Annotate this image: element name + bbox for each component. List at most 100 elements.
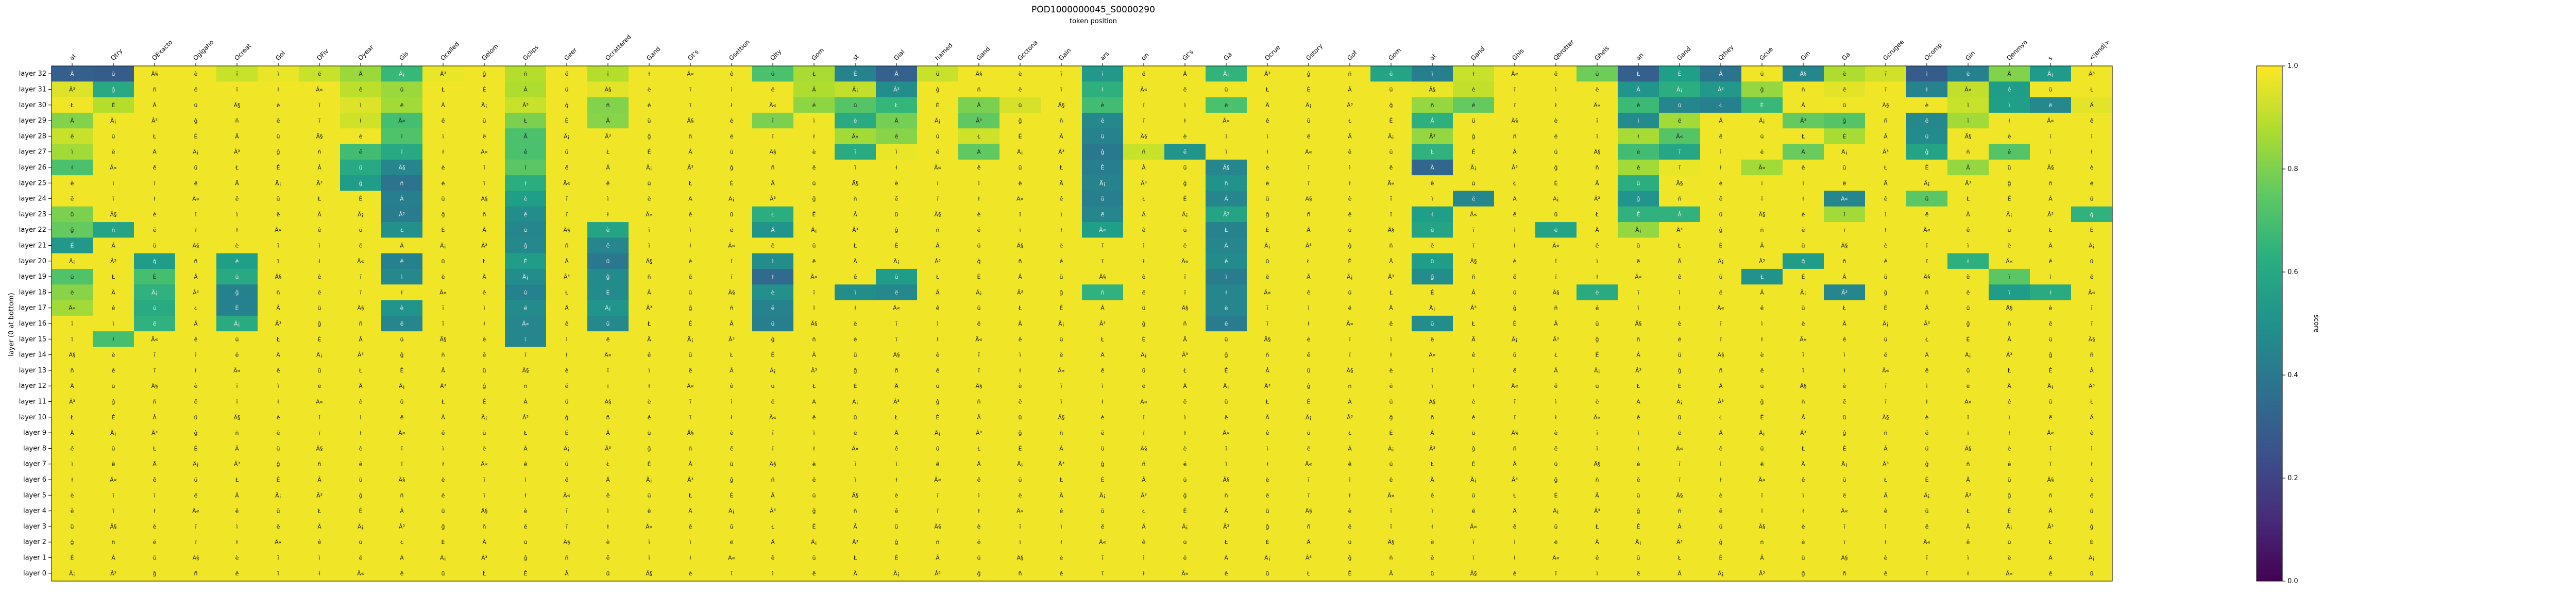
heatmap-cell-label: ū [524,289,528,296]
heatmap-cell-label: Ä« [852,445,859,452]
heatmap-cell [629,81,670,98]
heatmap-cell-label: ñ [1389,555,1393,562]
heatmap-cell [1494,175,1536,192]
heatmap-cell-label: ĕ [1967,289,1970,296]
heatmap-cell-label: ë [1760,149,1764,156]
heatmap-cell-label: Â [1183,336,1187,343]
heatmap-cell-label: ĕ [442,180,445,186]
heatmap-cell [958,175,1000,192]
heatmap-cell-label: ê [730,383,734,389]
heatmap-cell-label: Ä¡ [275,180,281,186]
heatmap-cell [1123,81,1165,98]
heatmap-cell-label: ê [1019,336,1022,343]
heatmap-cell-label: Ä [441,102,445,109]
heatmap-cell-label: Ä§ [646,570,652,577]
heatmap-cell-label: ì [318,555,320,562]
heatmap-cell-label: è [689,570,692,577]
heatmap-cell-label: Ł [2090,86,2094,93]
heatmap-cell-label: ï [1596,133,1598,140]
heatmap-cell [1329,66,1371,82]
heatmap-cell-label: ĕ [1843,399,1846,405]
x-tick-label: Geer [563,46,578,62]
heatmap-cell-label: è [1101,102,1105,109]
heatmap-cell-label: Ä [1677,570,1682,577]
heatmap-cell-label: Ä§ [1140,445,1147,452]
heatmap-cell [216,222,258,238]
heatmap-cell-label: ì [1389,336,1392,343]
heatmap-cell [1741,128,1783,145]
heatmap-cell-label: è [1678,320,1682,327]
heatmap-cell-label: Ė [1307,86,1311,93]
heatmap-cell-label: ĕ [1554,133,1558,140]
heatmap-cell-label: ñ [854,196,857,202]
heatmap-cell-label: ü [1101,133,1105,140]
heatmap-cell-label: Ä§ [1058,414,1064,421]
heatmap-cell-label: ì [400,274,402,280]
heatmap-cell-label: Ä [2048,242,2053,249]
heatmap-cell-label: ü [1719,211,1723,218]
heatmap-cell [1535,191,1577,207]
heatmap-cell [422,81,464,98]
heatmap-cell-label: Ä« [1676,445,1683,452]
heatmap-cell-label: ĝ [1554,164,1558,171]
heatmap-cell [1659,97,1701,113]
heatmap-cell [752,144,794,160]
heatmap-cell-label: ĝ [1719,539,1723,546]
heatmap-cell [1412,97,1453,113]
heatmap-cell-label: Ä§ [728,289,735,296]
heatmap-cell-label: Ä¡ [1141,352,1147,359]
heatmap-cell-label: ñ [1967,461,1970,468]
heatmap-cell-label: Ä§ [316,133,323,140]
heatmap-cell-label: Â [1760,555,1764,562]
heatmap-cell-label: ü [1843,414,1846,421]
heatmap-cell-label: ü [442,508,445,515]
heatmap-cell-label: ì [2049,274,2051,280]
heatmap-cell-label: ĝ [2049,352,2053,359]
heatmap-cell-label: ì [1101,71,1103,77]
heatmap-cell [2071,175,2113,192]
heatmap-cell [1041,128,1082,145]
heatmap-cell-label: ë [936,149,940,156]
heatmap-cell-label: ì [1760,320,1762,327]
heatmap-cell-label: ü [194,102,198,109]
heatmap-cell-label: è [1513,258,1517,265]
heatmap-cell [670,81,711,98]
heatmap-cell-label: è [277,414,280,421]
heatmap-cell-label: Ä§ [1841,242,1848,249]
heatmap-cell-label: Ä§ [1470,570,1477,577]
heatmap-cell [1123,175,1165,192]
heatmap-cell-label: Ł [606,461,610,468]
heatmap-cell [670,112,711,129]
heatmap-cell-label: Ä§ [69,352,75,359]
heatmap-cell-label: ê [1183,399,1187,405]
heatmap-cell-label: ū [483,430,486,436]
heatmap-cell-label: ĝ [1554,477,1558,483]
heatmap-cell [1247,175,1289,192]
heatmap-cell [711,112,753,129]
heatmap-cell [1906,112,1948,129]
heatmap-cell-label: Ė [1225,367,1228,374]
heatmap-cell-label: ì [895,149,897,156]
heatmap-cell-label: ĭ [1307,164,1310,171]
heatmap-cell-label: ñ [1142,149,1146,156]
heatmap-cell-label: ū [1183,539,1187,546]
heatmap-cell [381,144,423,160]
heatmap-cell-label: Ł [70,102,74,109]
heatmap-cell-label: è [112,352,115,359]
heatmap-cell-label: Ł [688,492,692,499]
heatmap-cell-label: Ä« [1717,305,1724,312]
heatmap-cell-label: ì [565,336,567,343]
heatmap-cell [1618,191,1659,207]
heatmap-cell-label: Â [1595,180,1599,186]
heatmap-cell-label: ĝ [1101,461,1105,468]
heatmap-cell [1329,144,1371,160]
heatmap-cell-label: Ä¡ [399,71,405,77]
x-tick-label: Gin [1799,49,1811,62]
heatmap-cell-label: ĕ [483,352,486,359]
heatmap-cell [876,222,918,238]
heatmap-cell-label: Ä§ [852,492,858,499]
heatmap-cell-label: ê [1266,117,1269,124]
heatmap-cell [1947,81,1989,98]
heatmap-cell-label: ĝ [895,539,899,546]
heatmap-cell-label: Ä§ [1058,102,1064,109]
